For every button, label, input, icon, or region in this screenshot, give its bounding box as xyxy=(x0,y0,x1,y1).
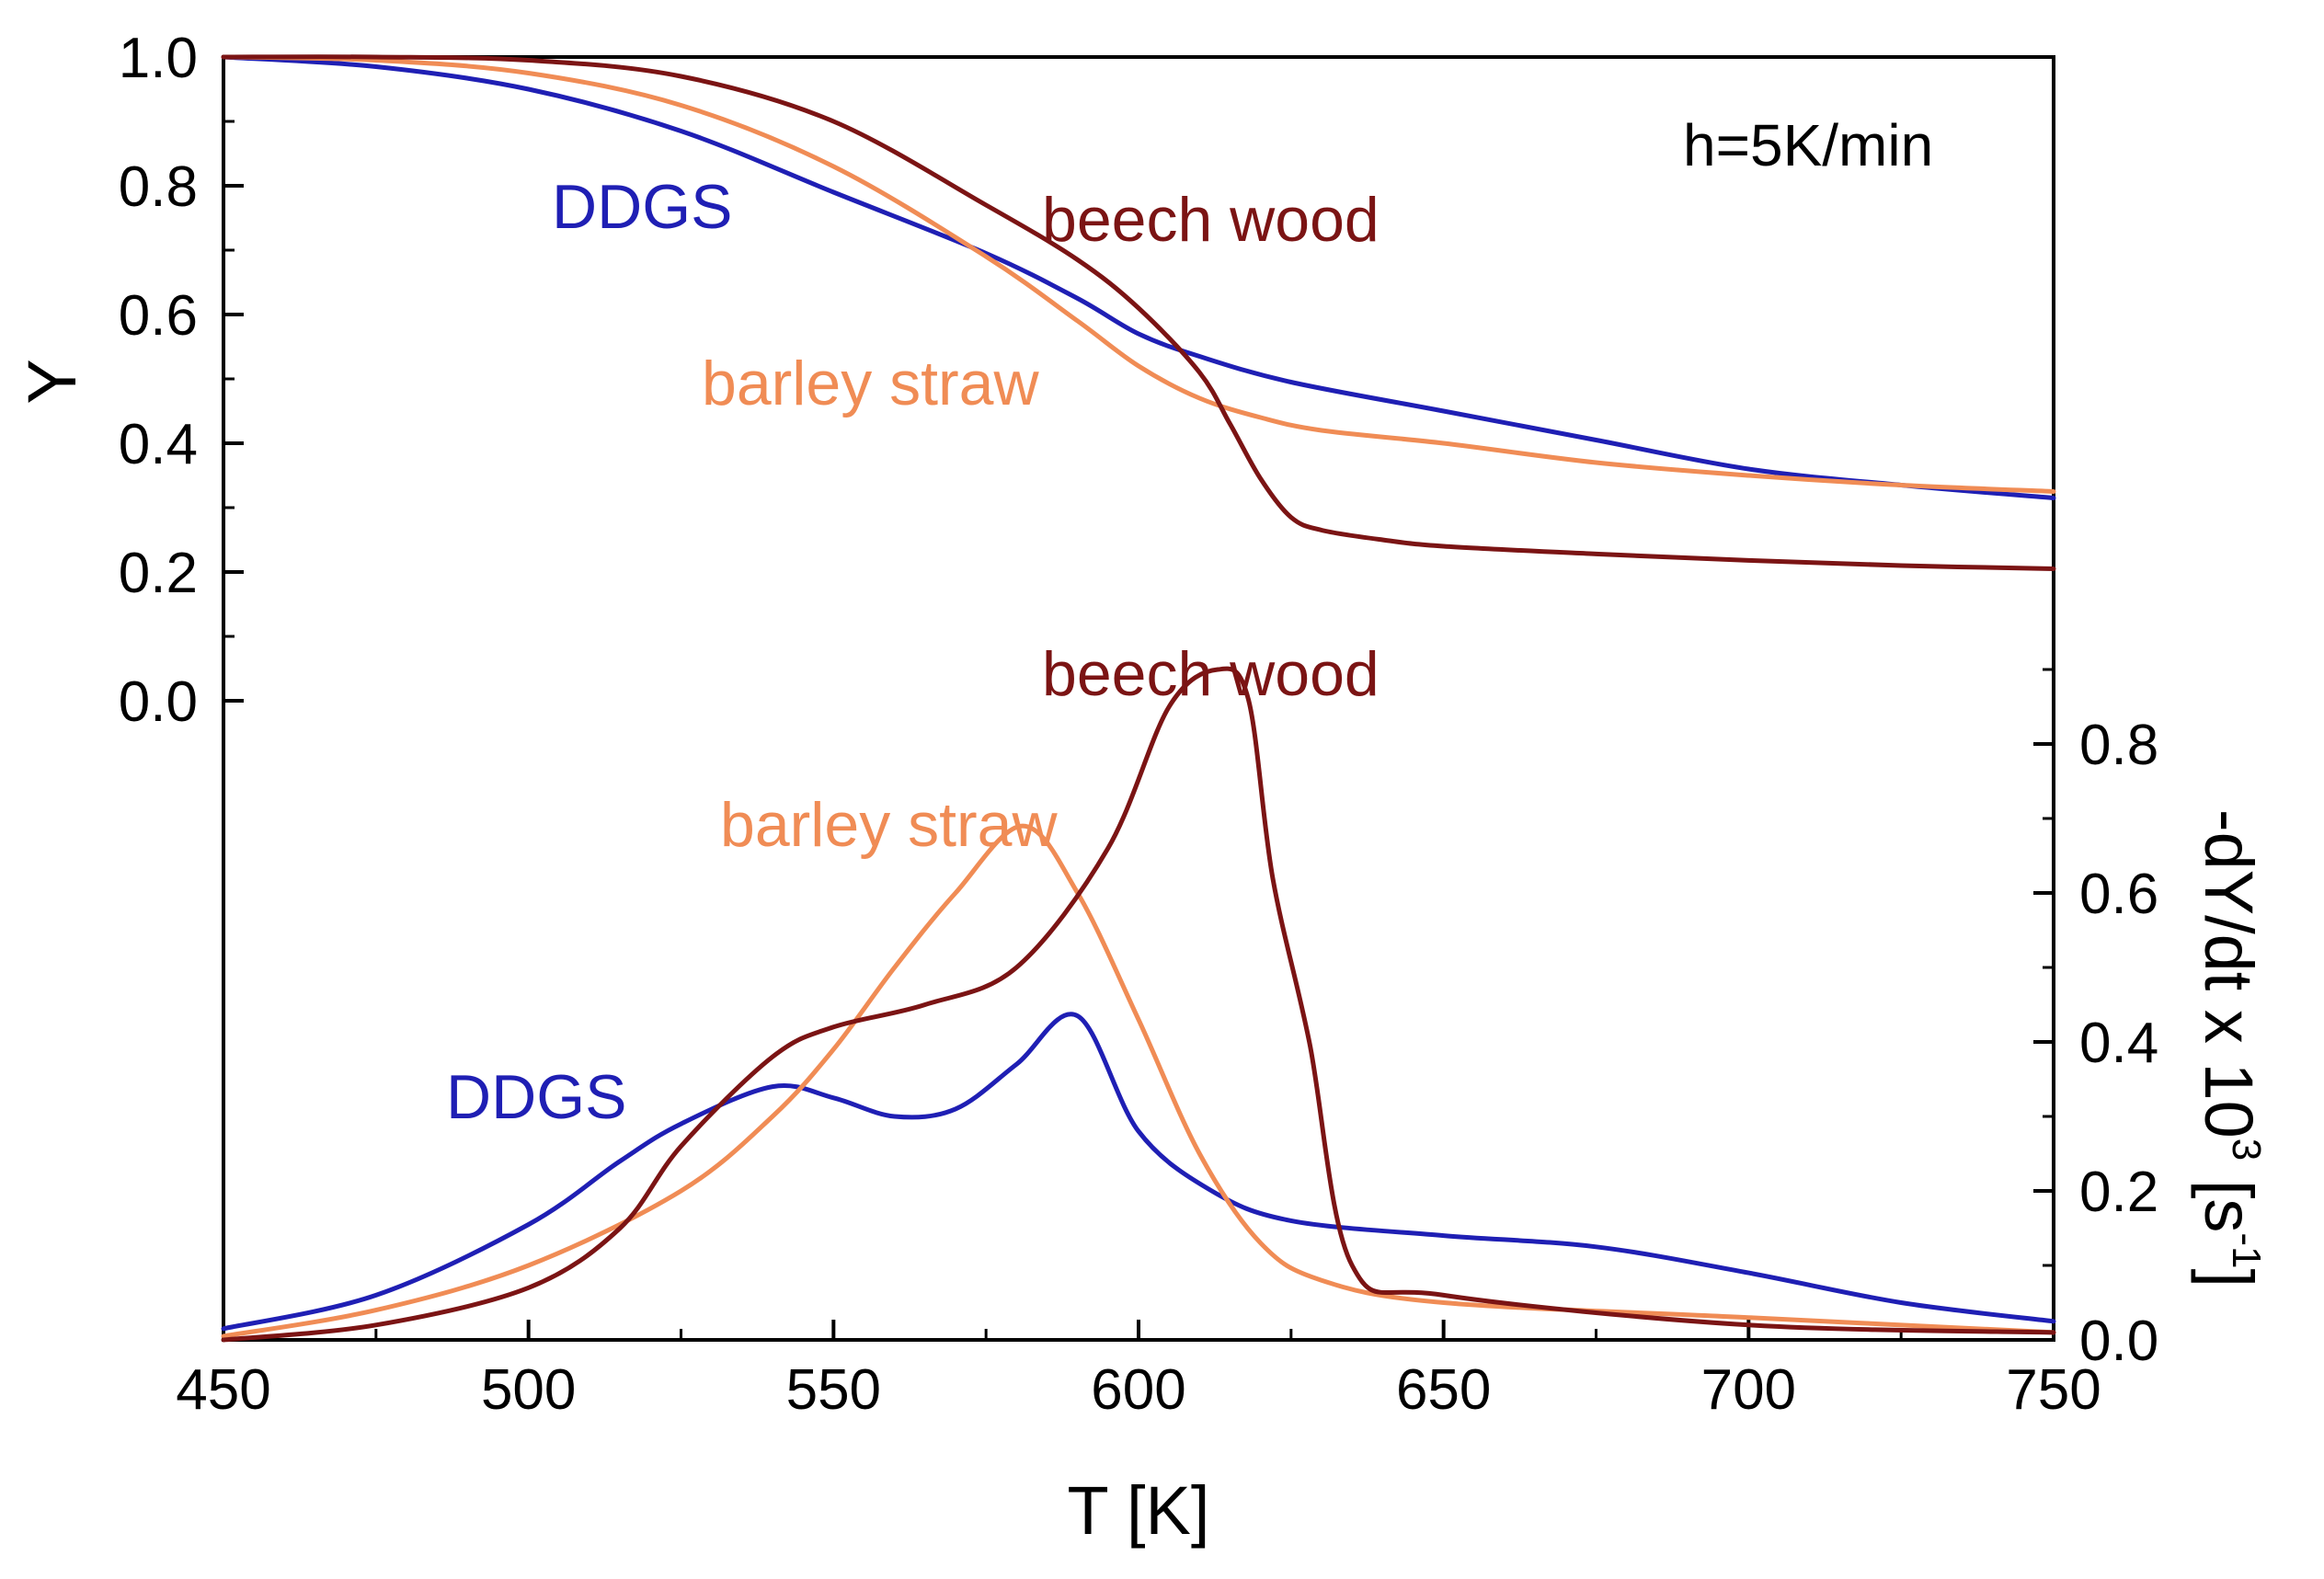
x-tick-label: 550 xyxy=(786,1358,881,1422)
lower-series-barley-straw-line xyxy=(221,823,2056,1339)
upper-label-barley-straw: barley straw xyxy=(702,349,1039,418)
heating-rate-annotation: h=5K/min xyxy=(1683,112,1933,178)
right-axis-title-main: -dY/dt x 10 xyxy=(2191,809,2267,1138)
right-axis-title-close: ] xyxy=(2191,1269,2267,1288)
right-tick-label: 0.6 xyxy=(2079,863,2158,926)
upper-series-barley-straw-line xyxy=(221,54,2056,494)
x-tick-label: 500 xyxy=(481,1358,576,1422)
x-tick-label: 650 xyxy=(1396,1358,1491,1422)
x-axis-title: T [K] xyxy=(1068,1472,1210,1549)
x-tick-label: 450 xyxy=(176,1358,270,1422)
lower-label-barley-straw: barley straw xyxy=(720,790,1058,860)
right-axis-title-units-exp: -1 xyxy=(2224,1232,2269,1268)
x-tick-label: 700 xyxy=(1701,1358,1796,1422)
left-tick-label: 0.6 xyxy=(119,284,198,348)
right-axis-title: -dY/dt x 103 [s-1] xyxy=(2191,809,2269,1287)
right-axis-title-units: [s xyxy=(2191,1161,2267,1232)
left-tick-label: 0.4 xyxy=(119,413,198,476)
left-tick-label: 0.0 xyxy=(119,670,198,734)
right-tick-label: 0.0 xyxy=(2079,1310,2158,1373)
ticks-layer: 450 500 550 600 650 700 7500.00.20.40.60.81.00… xyxy=(119,27,2158,1422)
lower-label-beech-wood: beech wood xyxy=(1042,639,1380,709)
left-tick-label: 0.2 xyxy=(119,542,198,605)
upper-series-DDGS-line xyxy=(221,54,2056,500)
right-axis-title-exp: 3 xyxy=(2224,1138,2269,1161)
lower-label-ddgs: DDGS xyxy=(446,1062,626,1132)
x-tick-label: 750 xyxy=(2006,1358,2101,1422)
lower-series-beech-wood-line xyxy=(221,666,2056,1343)
x-tick-label: 600 xyxy=(1091,1358,1185,1422)
upper-label-ddgs: DDGS xyxy=(552,172,732,242)
right-tick-label: 0.8 xyxy=(2079,714,2158,777)
upper-label-beech-wood: beech wood xyxy=(1042,185,1380,255)
right-tick-label: 0.2 xyxy=(2079,1161,2158,1224)
left-tick-label: 1.0 xyxy=(119,27,198,90)
left-axis-title: Y xyxy=(14,359,90,404)
curves-layer xyxy=(221,54,2056,1343)
upper-series-beech-wood-line xyxy=(221,54,2056,571)
left-tick-label: 0.8 xyxy=(119,155,198,219)
lower-series-DDGS-line xyxy=(221,1012,2056,1332)
right-tick-label: 0.4 xyxy=(2079,1012,2158,1075)
